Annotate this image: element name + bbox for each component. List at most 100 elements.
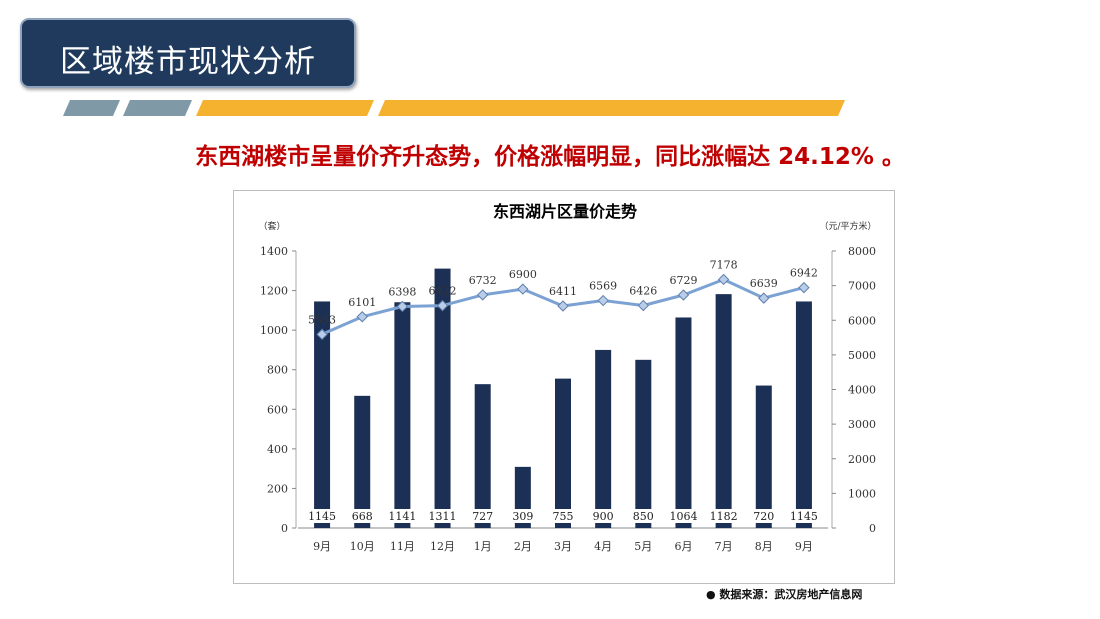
- price-value-label: 6732: [469, 274, 497, 287]
- left-tick-label: 800: [267, 364, 288, 377]
- data-source: ● 数据来源：武汉房地产信息网: [706, 588, 863, 601]
- bar-value-bg: [588, 509, 619, 523]
- chart-frame: 东西湖片区量价走势 （套） （元/平方米） 0 200 400 600 800 1000 1…: [233, 190, 895, 584]
- price-marker: [356, 311, 368, 323]
- price-marker: [677, 289, 690, 301]
- bar-value-bg: [387, 509, 418, 523]
- volume-bar: [635, 359, 652, 528]
- volume-bar: [354, 395, 371, 528]
- price-marker: [517, 283, 529, 295]
- volume-bar: [755, 385, 772, 528]
- price-marker: [758, 292, 770, 304]
- category-label: 6月: [674, 540, 692, 553]
- volume-bar: [675, 317, 692, 528]
- bar-value-label: 900: [593, 510, 614, 523]
- right-tick-label: 1000: [848, 487, 876, 500]
- left-tick-label: 1200: [260, 285, 288, 298]
- volume-bar: [394, 302, 411, 528]
- price-value-label: 7178: [710, 258, 738, 271]
- right-axis-unit: （元/平方米）: [819, 220, 876, 232]
- headline: 东西湖楼市呈量价齐升态势，价格涨幅明显，同比涨幅达 24.12% 。: [195, 144, 905, 170]
- price-value-label: 6942: [790, 267, 818, 280]
- volume-bar: [434, 268, 451, 528]
- bar-value-label: 755: [553, 510, 574, 523]
- bar-value-bg: [427, 509, 458, 523]
- category-label: 3月: [554, 540, 572, 553]
- price-value-label: 6569: [589, 280, 617, 293]
- volume-bar: [474, 384, 491, 528]
- bar-value-bg: [507, 509, 538, 523]
- price-value-label: 6411: [549, 285, 577, 298]
- price-value-label: 6101: [348, 296, 376, 309]
- bar-value-bg: [748, 509, 779, 523]
- category-label: 2月: [514, 540, 532, 553]
- right-tick-label: 4000: [848, 384, 876, 397]
- bars: [314, 268, 812, 528]
- right-tick-label: 8000: [848, 245, 876, 258]
- category-label: 9月: [795, 540, 813, 553]
- category-label: 7月: [715, 540, 733, 553]
- stripe-gray-2: [123, 100, 192, 116]
- volume-bar: [314, 301, 331, 528]
- price-marker: [717, 273, 730, 286]
- bar-value-label: 1311: [429, 510, 457, 523]
- bar-value-bg: [307, 509, 338, 523]
- price-line: [316, 273, 810, 341]
- price-value-label: 6426: [629, 284, 657, 297]
- bar-value-label: 668: [352, 510, 373, 523]
- price-value-label: 6900: [509, 268, 537, 281]
- right-tick-label: 0: [869, 522, 876, 535]
- price-value-label: 6422: [429, 285, 457, 298]
- left-tick-label: 1000: [260, 324, 288, 337]
- right-tick-label: 5000: [848, 349, 876, 362]
- chart-title: 东西湖片区量价走势: [493, 202, 637, 221]
- price-value-label: 6639: [750, 277, 778, 290]
- price-value-label: 5593: [308, 313, 336, 326]
- volume-bar: [595, 349, 612, 528]
- price-marker: [557, 300, 569, 312]
- bar-value-label: 1145: [308, 510, 336, 523]
- left-tick-label: 0: [281, 522, 288, 535]
- price-marker: [316, 328, 328, 341]
- category-label: 11月: [390, 540, 415, 553]
- category-label: 1月: [474, 540, 492, 553]
- bar-value-label: 850: [633, 510, 654, 523]
- bar-value-bg: [628, 509, 659, 523]
- bar-value-label: 720: [753, 510, 774, 523]
- slide-title: 区域楼市现状分析: [60, 44, 316, 80]
- decorative-stripes: [63, 100, 845, 116]
- left-tick-label: 200: [267, 482, 288, 495]
- labels: 9月 1145 10月 668 11月 1141 12月 1311 1月 727 2月 309 3月 75…: [307, 258, 819, 553]
- left-tick-label: 400: [267, 443, 288, 456]
- price-value-label: 6729: [669, 274, 697, 287]
- volume-bar: [715, 294, 732, 528]
- volume-bar: [555, 378, 571, 528]
- price-marker: [597, 294, 609, 307]
- axes: 0 200 400 600 800 1000 1200 1400 0 1000 2000 3000 40…: [260, 245, 876, 535]
- category-label: 8月: [755, 540, 773, 553]
- price-value-label: 6398: [388, 285, 416, 298]
- bar-value-label: 1141: [388, 510, 416, 523]
- price-marker: [798, 281, 810, 294]
- stripe-gold-2: [378, 100, 845, 116]
- bar-value-bg: [467, 509, 498, 523]
- chart: 东西湖片区量价走势 （套） （元/平方米） 0 200 400 600 800 1000 1…: [258, 202, 876, 553]
- stripe-gray-1: [63, 100, 120, 116]
- category-label: 10月: [350, 540, 375, 553]
- bar-value-label: 309: [512, 510, 533, 523]
- bar-value-bg: [347, 509, 378, 523]
- bar-value-bg: [788, 509, 819, 523]
- bar-value-bg: [548, 509, 578, 523]
- bar-value-bg: [708, 509, 739, 523]
- category-label: 4月: [594, 540, 612, 553]
- bar-value-label: 727: [472, 510, 493, 523]
- price-marker: [476, 289, 489, 301]
- left-tick-label: 1400: [260, 245, 288, 258]
- stripe-gold-1: [196, 100, 374, 116]
- volume-bar: [795, 301, 812, 528]
- bar-value-label: 1145: [790, 510, 818, 523]
- price-marker: [436, 299, 449, 312]
- price-marker: [637, 299, 650, 312]
- bar-value-label: 1064: [669, 510, 697, 523]
- price-marker: [396, 300, 409, 313]
